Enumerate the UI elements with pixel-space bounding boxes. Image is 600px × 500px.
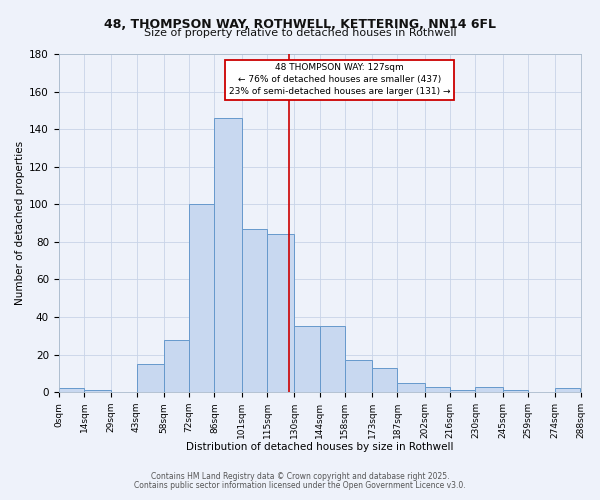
Bar bbox=[372, 368, 397, 392]
Text: 48, THOMPSON WAY, ROTHWELL, KETTERING, NN14 6FL: 48, THOMPSON WAY, ROTHWELL, KETTERING, N… bbox=[104, 18, 496, 30]
Bar bbox=[555, 388, 580, 392]
Bar bbox=[242, 229, 267, 392]
Bar bbox=[164, 340, 189, 392]
Bar bbox=[294, 326, 320, 392]
Bar bbox=[189, 204, 214, 392]
Bar bbox=[214, 118, 242, 392]
Bar bbox=[267, 234, 294, 392]
Text: Contains HM Land Registry data © Crown copyright and database right 2025.: Contains HM Land Registry data © Crown c… bbox=[151, 472, 449, 481]
Bar bbox=[84, 390, 111, 392]
X-axis label: Distribution of detached houses by size in Rothwell: Distribution of detached houses by size … bbox=[186, 442, 454, 452]
Bar bbox=[345, 360, 372, 392]
Bar bbox=[137, 364, 164, 392]
Bar bbox=[503, 390, 528, 392]
Y-axis label: Number of detached properties: Number of detached properties bbox=[15, 141, 25, 305]
Bar bbox=[450, 390, 475, 392]
Bar bbox=[475, 386, 503, 392]
Text: 48 THOMPSON WAY: 127sqm
← 76% of detached houses are smaller (437)
23% of semi-d: 48 THOMPSON WAY: 127sqm ← 76% of detache… bbox=[229, 64, 450, 96]
Text: Size of property relative to detached houses in Rothwell: Size of property relative to detached ho… bbox=[143, 28, 457, 38]
Bar bbox=[320, 326, 345, 392]
Bar bbox=[59, 388, 84, 392]
Text: Contains public sector information licensed under the Open Government Licence v3: Contains public sector information licen… bbox=[134, 481, 466, 490]
Bar bbox=[397, 383, 425, 392]
Title: 48, THOMPSON WAY, ROTHWELL, KETTERING, NN14 6FL
Size of property relative to det: 48, THOMPSON WAY, ROTHWELL, KETTERING, N… bbox=[0, 499, 1, 500]
Bar bbox=[425, 386, 450, 392]
